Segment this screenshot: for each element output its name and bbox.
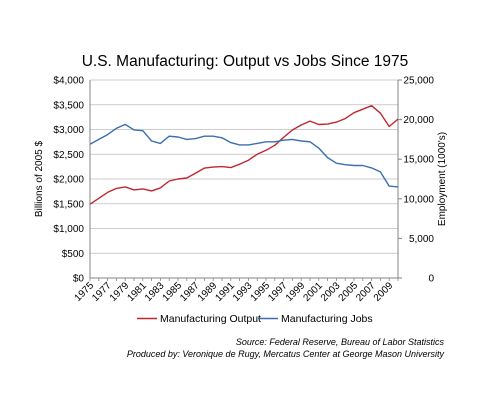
x-tick-label: 1981 — [125, 280, 149, 304]
x-tick-label: 2009 — [372, 280, 396, 304]
series-line-manufacturing-jobs — [89, 123, 399, 188]
series-line-manufacturing-output — [89, 104, 399, 205]
credit-note: Produced by: Veronique de Rugy, Mercatus… — [127, 349, 445, 359]
x-tick-label: 1985 — [161, 280, 185, 304]
y-left-tick-label: $3,500 — [53, 100, 84, 111]
x-tick-label: 2005 — [337, 280, 361, 304]
y-axis-right-label: Employment (1000's) — [437, 132, 448, 226]
y-axis-left-label: Billions of 2005 $ — [34, 140, 45, 217]
chart-title: U.S. Manufacturing: Output vs Jobs Since… — [82, 53, 409, 70]
y-left-tick-label: $3,000 — [53, 125, 84, 136]
x-axis-ticks: 1975197719791981198319851987198919911993… — [73, 278, 399, 304]
legend-label-manufacturing-jobs: Manufacturing Jobs — [281, 313, 373, 325]
y-left-tick-label: $1,000 — [53, 224, 84, 235]
x-tick-label: 1997 — [266, 280, 290, 304]
y-right-tick-label: 5,000 — [409, 234, 434, 245]
x-tick-label: 1999 — [284, 280, 308, 304]
y-left-tick-label: $4,000 — [53, 76, 84, 87]
x-tick-label: 1983 — [143, 280, 167, 304]
y-right-tick-label: 20,000 — [403, 115, 434, 126]
x-tick-label: 1995 — [249, 280, 273, 304]
x-tick-label: 2007 — [354, 280, 378, 304]
y-right-tick-label: 25,000 — [403, 76, 434, 87]
x-tick-label: 2003 — [319, 280, 343, 304]
source-note: Source: Federal Reserve, Bureau of Labor… — [236, 337, 445, 347]
series-lines — [89, 104, 399, 205]
legend-label-manufacturing-output: Manufacturing Output — [160, 313, 261, 325]
x-tick-label: 1987 — [178, 280, 202, 304]
axes — [89, 80, 399, 279]
y-right-tick-label: 10,000 — [403, 194, 434, 205]
y-left-tick-label: $500 — [62, 249, 85, 260]
y-left-tick-label: $0 — [73, 274, 85, 285]
y-left-tick-label: $2,500 — [53, 150, 84, 161]
y-right-tick-label: 0 — [428, 274, 434, 285]
left-axis-ticks: $0 $500 $1,000 $1,500 $2,000 $2,500 $3,000 $3,5… — [53, 76, 84, 285]
x-tick-label: 1979 — [108, 280, 132, 304]
x-tick-label: 2001 — [301, 280, 325, 304]
x-tick-label: 1977 — [90, 280, 114, 304]
legend: Manufacturing Output Manufacturing Jobs — [137, 313, 373, 325]
y-right-tick-label: 15,000 — [403, 155, 434, 166]
y-left-tick-label: $1,500 — [53, 199, 84, 210]
x-tick-label: 1989 — [196, 280, 220, 304]
right-axis-ticks: 0 5,000 10,000 15,000 20,000 25,000 — [398, 76, 434, 285]
x-tick-label: 1991 — [213, 280, 237, 304]
x-tick-label: 1993 — [231, 280, 255, 304]
y-left-tick-label: $2,000 — [53, 175, 84, 186]
gridlines — [90, 79, 398, 279]
